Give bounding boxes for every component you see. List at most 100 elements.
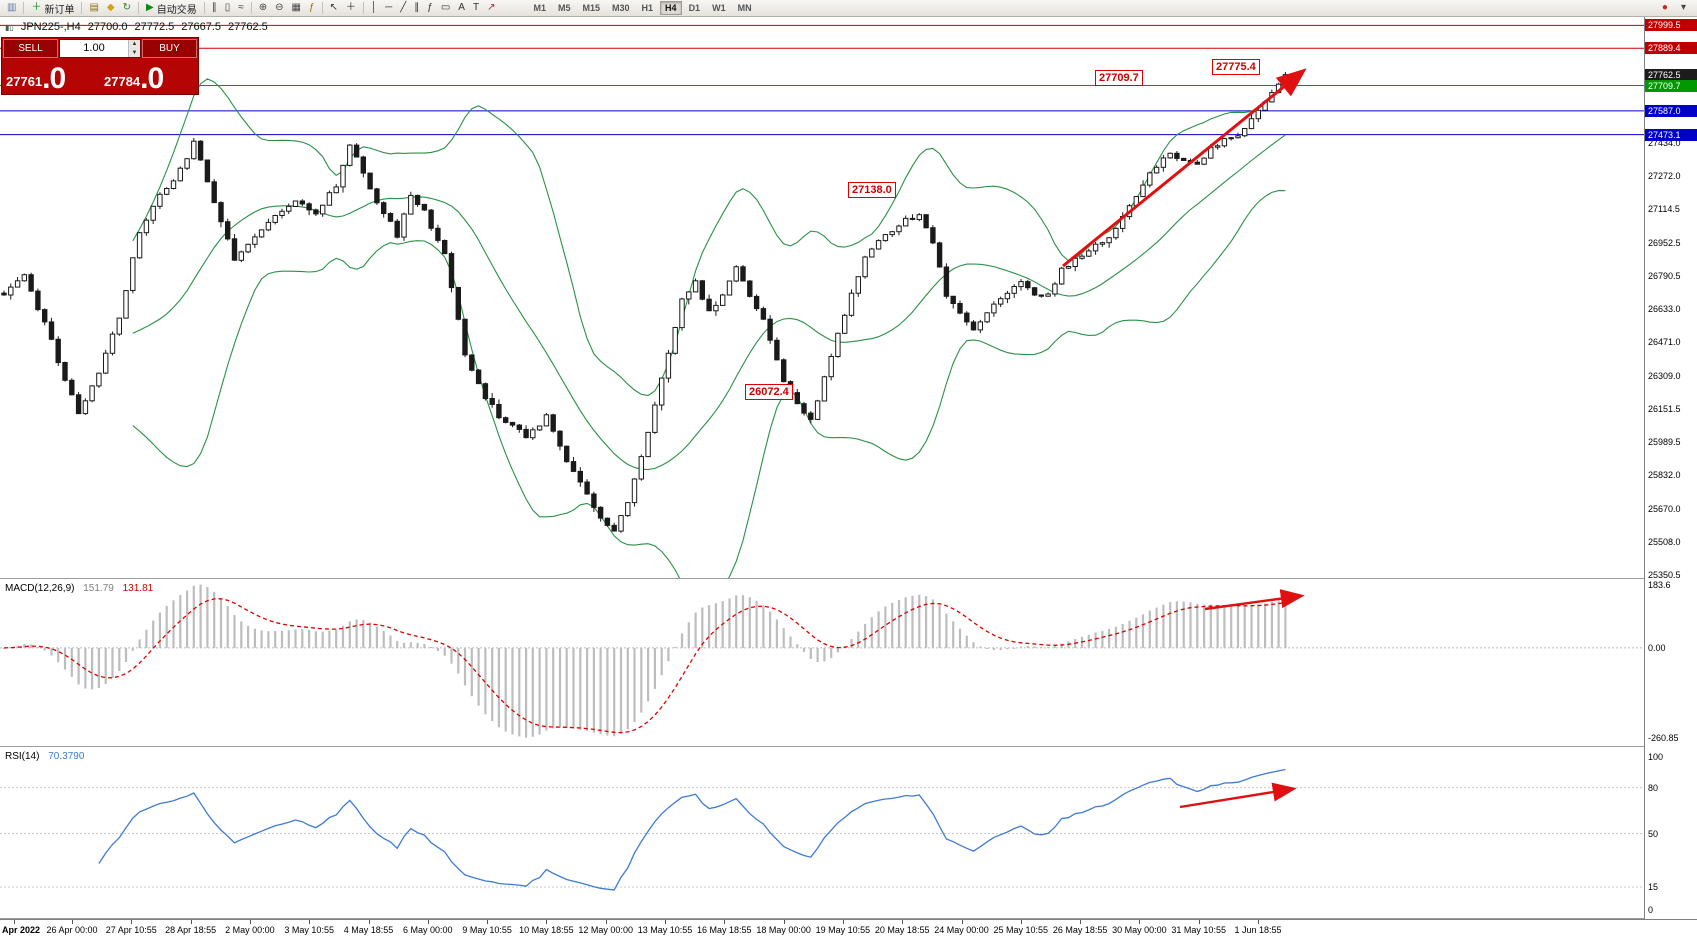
timeframe-toolbar: M1 M5 M15 M30 H1 H4 D1 W1 MN xyxy=(527,1,757,15)
zoom-in-icon: ⊕ xyxy=(258,2,268,13)
price-tick: 25670.0 xyxy=(1648,503,1681,514)
refresh-button[interactable]: ↻ xyxy=(119,1,135,16)
price-tick: 26952.5 xyxy=(1648,237,1681,248)
line-chart-button[interactable]: ≈ xyxy=(234,1,248,16)
symbol-timeframe-label: JPN225-,H4 xyxy=(20,21,81,33)
toolbar-separator xyxy=(203,2,205,14)
timeframe-M5-button[interactable]: M5 xyxy=(557,3,571,13)
time-tick xyxy=(1080,920,1082,924)
arrow-tool-button[interactable]: ↗ xyxy=(483,1,499,16)
price-annotation: 27775.4 xyxy=(1212,59,1260,75)
crosshair-button[interactable]: ＋ xyxy=(342,1,360,16)
menu-dropdown-button[interactable]: ▾ xyxy=(1677,1,1690,16)
zoom-out-button[interactable]: ⊖ xyxy=(271,1,287,16)
text-button[interactable]: A xyxy=(454,1,469,16)
volume-input[interactable]: 1.00 xyxy=(83,42,105,54)
time-tick xyxy=(131,920,133,924)
buy-button[interactable]: BUY xyxy=(142,39,197,58)
macd-panel[interactable] xyxy=(0,579,1644,746)
cursor-button[interactable]: ↖ xyxy=(326,1,342,16)
autotrade-button[interactable]: ▶ 自动交易 xyxy=(142,1,201,16)
toolbar-separator xyxy=(362,2,364,14)
time-tick xyxy=(902,920,904,924)
channel-button[interactable]: ∥ xyxy=(410,1,423,16)
vertical-line-button[interactable]: │ xyxy=(367,1,381,16)
horizontal-line-button[interactable]: ─ xyxy=(381,1,396,16)
zoom-in-button[interactable]: ⊕ xyxy=(255,1,271,16)
timeframe-W1-button[interactable]: W1 xyxy=(712,3,726,13)
toolbar-separator xyxy=(321,2,323,14)
timeframe-M15-button[interactable]: M15 xyxy=(582,3,601,13)
open-value: 27700.0 xyxy=(87,21,128,33)
time-label: 27 Apr 10:55 xyxy=(105,925,157,935)
fibonacci-button[interactable]: ƒ xyxy=(423,1,437,16)
profiles-button[interactable]: ◆ xyxy=(103,1,119,16)
line-chart-icon: ≈ xyxy=(238,2,244,13)
rsi-panel[interactable] xyxy=(0,747,1644,918)
time-tick xyxy=(842,920,844,924)
volume-down-button[interactable]: ▼ xyxy=(129,48,140,57)
new-order-button[interactable]: ＋新订单 xyxy=(27,1,78,16)
text-label-button[interactable]: T xyxy=(469,1,483,16)
price-axis[interactable]: 27434.0 27272.0 27114.5 26952.5 26790.5 26633… xyxy=(1644,17,1697,919)
zoom-out-icon: ⊖ xyxy=(275,2,284,13)
time-tick xyxy=(249,920,251,924)
time-label: 9 May 10:55 xyxy=(462,925,512,935)
sell-button[interactable]: SELL xyxy=(3,39,58,58)
main-chart[interactable] xyxy=(0,17,1644,578)
time-label: 2 May 00:00 xyxy=(225,925,275,935)
price-tick: 25989.5 xyxy=(1648,437,1681,448)
volume-up-button[interactable]: ▲ xyxy=(129,40,140,49)
time-tick xyxy=(961,920,963,924)
price-tick: 26633.0 xyxy=(1648,303,1681,314)
time-tick xyxy=(1139,920,1141,924)
time-label: 24 May 00:00 xyxy=(934,925,989,935)
terminal-button[interactable]: ▥ xyxy=(3,1,20,16)
rsi-axis-label: 100 xyxy=(1648,752,1664,762)
rsi-value: 70.3790 xyxy=(48,751,85,762)
price-tick: 27114.5 xyxy=(1648,203,1680,214)
price-tick: 25350.5 xyxy=(1648,569,1681,580)
candle-chart-button[interactable]: ▯ xyxy=(221,1,235,16)
profiles-icon: ◆ xyxy=(106,2,115,13)
timeframe-M30-button[interactable]: M30 xyxy=(612,3,630,13)
rsi-axis-label: 0 xyxy=(1648,905,1654,915)
buy-price-main: 27784 xyxy=(104,73,141,89)
timeframe-MN-button[interactable]: MN xyxy=(737,3,752,13)
time-tick xyxy=(1198,920,1200,924)
bar-chart-button[interactable]: ∥ xyxy=(208,1,221,16)
trendline-button[interactable]: ╱ xyxy=(396,1,410,16)
time-tick xyxy=(665,920,666,924)
rsi-axis-label: 50 xyxy=(1648,828,1659,839)
time-label: 1 Jun 18:55 xyxy=(1234,925,1282,935)
buy-price: 27784 .0 xyxy=(100,59,198,94)
fibonacci-icon: ƒ xyxy=(427,2,433,13)
time-label: 18 May 00:00 xyxy=(756,925,811,935)
charts-grid-button[interactable]: ▤ xyxy=(85,1,102,16)
panel-separator[interactable] xyxy=(0,578,1697,579)
macd-title: MACD(12,26,9) xyxy=(5,583,75,594)
sell-price-main: 27761 xyxy=(6,73,43,89)
autotrade-label: 自动交易 xyxy=(156,4,197,16)
timeframe-H4-button[interactable]: H4 xyxy=(660,1,682,15)
panel-separator[interactable] xyxy=(0,746,1697,747)
price-tag: 27999.5 xyxy=(1645,19,1697,32)
timeframe-H1-button[interactable]: H1 xyxy=(641,3,654,13)
timeframe-M1-button[interactable]: M1 xyxy=(533,3,546,13)
shapes-button[interactable]: ▭ xyxy=(437,1,454,16)
grid-button[interactable]: ▦ xyxy=(288,1,305,16)
time-label: 16 May 18:55 xyxy=(697,925,752,935)
notifications-button[interactable]: ● xyxy=(1658,1,1672,16)
time-axis[interactable]: Apr 2022 26 Apr 00:00 27 Apr 10:55 28 Apr 1… xyxy=(0,919,1697,938)
time-label: Apr 2022 xyxy=(2,925,41,935)
price-tick: 27272.0 xyxy=(1648,171,1681,182)
indicators-button[interactable]: ƒ xyxy=(305,1,319,16)
grid-icon: ▦ xyxy=(291,2,301,13)
channel-icon: ∥ xyxy=(414,2,420,13)
price-tag: 27473.1 xyxy=(1645,128,1697,141)
close-value: 27762.5 xyxy=(228,21,268,33)
timeframe-D1-button[interactable]: D1 xyxy=(688,3,701,13)
time-tick xyxy=(605,920,607,924)
time-tick xyxy=(309,920,311,924)
time-label: 26 May 18:55 xyxy=(1052,925,1108,935)
